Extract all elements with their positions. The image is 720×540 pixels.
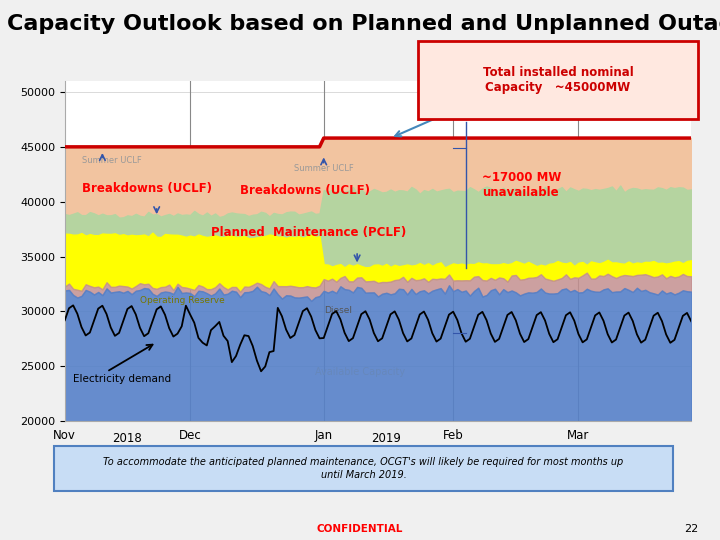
Text: Breakdowns (UCLF): Breakdowns (UCLF) — [81, 182, 212, 195]
Text: Planned  Maintenance (PCLF): Planned Maintenance (PCLF) — [211, 226, 406, 239]
Text: Capacity Outlook based on Planned and Unplanned Outages: Capacity Outlook based on Planned and Un… — [7, 14, 720, 33]
Text: Total installed nominal
Capacity   ~45000MW: Total installed nominal Capacity ~45000M… — [482, 66, 634, 94]
Text: ~17000 MW
unavailable: ~17000 MW unavailable — [482, 171, 562, 199]
Text: CONFIDENTIAL: CONFIDENTIAL — [317, 523, 403, 534]
Text: Diesel: Diesel — [324, 306, 351, 315]
Text: Breakdowns (UCLF): Breakdowns (UCLF) — [240, 184, 370, 197]
Text: Summer UCLF: Summer UCLF — [294, 164, 354, 173]
Text: Available Capacity: Available Capacity — [315, 367, 405, 377]
Text: 2018: 2018 — [112, 432, 143, 445]
Text: Summer UCLF: Summer UCLF — [81, 156, 141, 165]
Text: Electricity demand: Electricity demand — [73, 375, 171, 384]
Text: Operating Reserve: Operating Reserve — [140, 296, 225, 305]
Text: 22: 22 — [684, 523, 698, 534]
Text: 2019: 2019 — [372, 432, 401, 445]
Text: To accommodate the anticipated planned maintenance, OCGT's will likely be requir: To accommodate the anticipated planned m… — [104, 457, 624, 480]
